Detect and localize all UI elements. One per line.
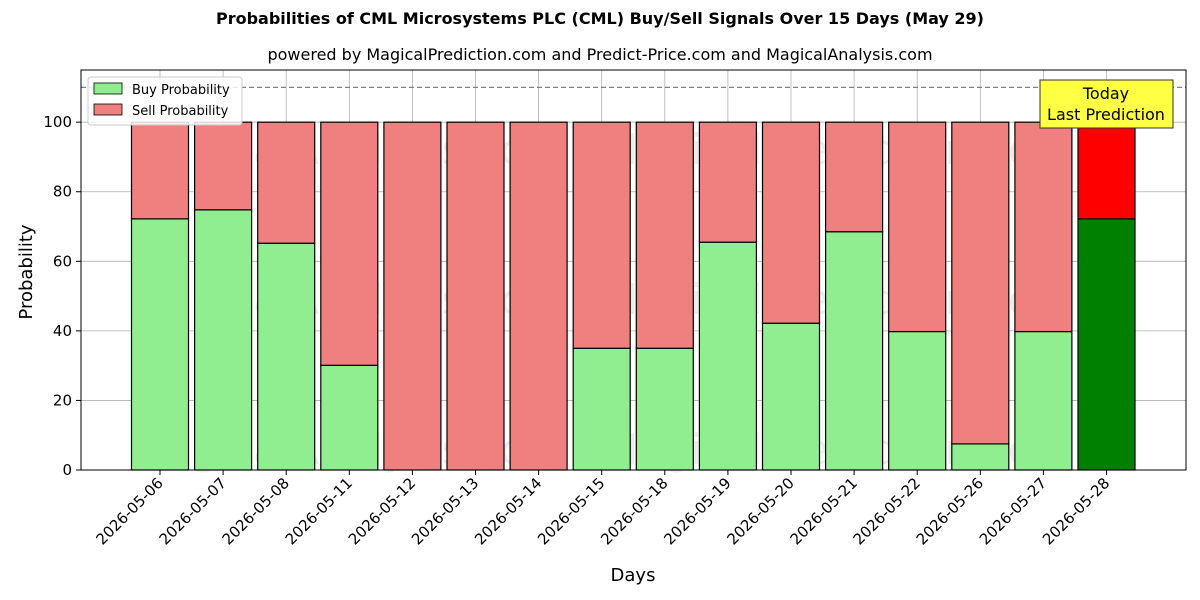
- annotation-box: [1039, 79, 1174, 129]
- annotation-line-1: Today: [1082, 84, 1129, 103]
- x-tick-label: 2026-05-18: [597, 474, 671, 548]
- bar-buy: [1077, 218, 1136, 471]
- x-tick-label: 2026-05-21: [787, 474, 861, 548]
- x-tick-label: 2026-05-06: [92, 474, 166, 548]
- x-tick-label: 2026-05-11: [282, 474, 356, 548]
- x-tick-label: 2026-05-12: [345, 474, 419, 548]
- x-tick-label: 2026-05-14: [471, 474, 545, 548]
- bar-buy: [888, 330, 947, 471]
- bar-sell: [320, 121, 379, 366]
- legend-swatch-buy: [93, 82, 123, 95]
- chart-title: Probabilities of CML Microsystems PLC (C…: [215, 9, 984, 28]
- chart-subtitle: powered by MagicalPrediction.com and Pre…: [267, 45, 933, 64]
- x-axis-label: Days: [611, 565, 656, 586]
- bar-buy: [698, 241, 758, 471]
- x-tick-label: 2026-05-27: [976, 474, 1050, 548]
- bar-sell: [698, 121, 758, 243]
- x-tick-label: 2026-05-19: [660, 474, 734, 548]
- x-tick-label: 2026-05-28: [1039, 474, 1113, 548]
- y-tick-label: 40: [53, 322, 72, 340]
- bar-sell: [1077, 121, 1136, 220]
- y-axis-label: Probability: [16, 224, 37, 319]
- bar-buy: [635, 347, 694, 471]
- x-tick-label: 2026-05-07: [156, 474, 230, 548]
- legend-label-sell: Sell Probability: [132, 104, 229, 119]
- x-tick-label: 2026-05-26: [913, 474, 987, 548]
- legend-swatch-sell: [93, 103, 123, 116]
- y-tick-label: 60: [53, 252, 72, 270]
- bar-sell: [951, 121, 1010, 445]
- today-annotation: Today Last Prediction: [1039, 79, 1174, 129]
- bar-sell: [130, 121, 190, 220]
- bar-sell: [1014, 121, 1073, 333]
- bar-sell: [509, 121, 568, 471]
- bar-buy: [257, 242, 316, 471]
- x-tick-label: 2026-05-22: [850, 474, 924, 548]
- bar-sell: [257, 121, 316, 244]
- bar-sell: [824, 121, 884, 233]
- bar-buy: [824, 231, 884, 471]
- x-tick-label: 2026-05-20: [723, 474, 797, 548]
- legend-frame: [87, 76, 243, 126]
- x-tick-label: 2026-05-08: [219, 474, 293, 548]
- bar-sell: [761, 121, 821, 324]
- bar-sell: [572, 121, 631, 349]
- y-tick-label: 0: [62, 461, 72, 479]
- bar-sell: [888, 121, 947, 333]
- bar-sell: [446, 121, 505, 471]
- bar-sell: [635, 121, 694, 349]
- y-tick-label: 100: [43, 113, 72, 131]
- bar-buy: [130, 218, 190, 471]
- y-tick-label: 80: [53, 183, 72, 201]
- legend-label-buy: Buy Probability: [132, 83, 230, 98]
- bar-buy: [761, 322, 821, 471]
- y-tick-label: 20: [53, 391, 72, 409]
- plot-frame: [80, 69, 1187, 471]
- bar-sell: [383, 121, 442, 471]
- bar-buy: [320, 364, 379, 471]
- x-tick-label: 2026-05-15: [534, 474, 608, 548]
- bar-buy: [1014, 330, 1073, 471]
- bar-buy: [572, 347, 631, 471]
- bar-buy: [951, 443, 1010, 471]
- x-tick-label: 2026-05-13: [408, 474, 482, 548]
- bar-buy: [194, 209, 253, 471]
- annotation-line-2: Last Prediction: [1047, 105, 1165, 124]
- bars-layer: [130, 121, 1136, 471]
- bar-sell: [194, 121, 253, 211]
- legend: Buy Probability Sell Probability: [87, 76, 243, 126]
